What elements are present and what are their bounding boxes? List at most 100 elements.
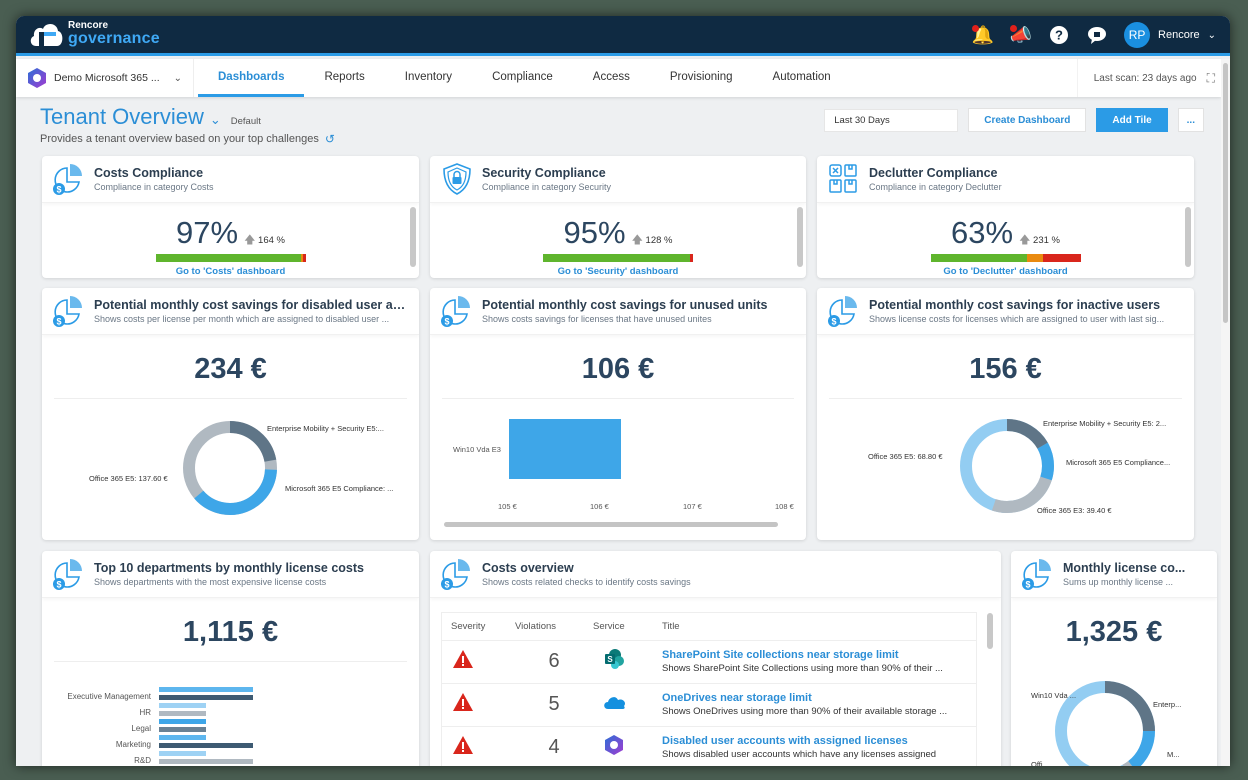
check-title-link[interactable]: OneDrives near storage limit — [662, 692, 812, 704]
user-menu[interactable]: RP Rencore ⌄ — [1124, 22, 1216, 48]
compliance-delta: 128 % — [645, 235, 673, 246]
cloud-logo-icon — [30, 23, 63, 46]
feedback-icon[interactable] — [1086, 24, 1108, 46]
savings-value: 106 € — [581, 353, 655, 385]
main-tabs: Dashboards Reports Inventory Compliance … — [198, 59, 851, 97]
col-violations[interactable]: Violations — [515, 613, 593, 641]
tab-provisioning[interactable]: Provisioning — [669, 70, 733, 83]
svg-text:S: S — [607, 655, 613, 664]
microsoft365-icon — [28, 68, 46, 88]
scrollbar[interactable] — [410, 207, 416, 267]
compliance-delta: 164 % — [258, 235, 285, 246]
svg-text:$: $ — [56, 317, 61, 327]
last-scan: Last scan: 23 days ago ⛶ — [1076, 59, 1215, 97]
tile-title: Potential monthly cost savings for unuse… — [482, 298, 768, 312]
savings-value: 234 € — [194, 353, 267, 385]
microsoft365-icon — [605, 735, 623, 755]
dept-label: Marketing — [115, 740, 151, 749]
chart-label: Office 365 E5: 68.80 € — [868, 452, 943, 461]
go-to-security-link[interactable]: Go to 'Security' dashboard — [557, 266, 679, 277]
chart-label: Win10 Vda ... — [1031, 691, 1077, 700]
axis-tick: 105 € — [498, 502, 517, 511]
tile-subtitle: Sums up monthly license ... — [1063, 577, 1174, 587]
add-tile-button[interactable]: Add Tile — [1096, 108, 1168, 132]
tab-compliance[interactable]: Compliance — [492, 70, 553, 83]
scrollbar[interactable] — [1185, 207, 1191, 267]
col-service[interactable]: Service — [593, 613, 662, 641]
check-title-link[interactable]: SharePoint Site collections near storage… — [662, 649, 899, 661]
tile-subtitle: Shows costs per license per month which … — [94, 314, 390, 324]
savings-value: 156 € — [969, 353, 1042, 385]
help-icon[interactable]: ? — [1048, 24, 1070, 46]
bar-label: Win10 Vda E3 — [453, 445, 501, 454]
chart-label: Microsoft 365 E5 Compliance: ... — [285, 484, 394, 493]
shield-lock-icon — [443, 163, 471, 195]
chart-label: Enterp... — [1153, 700, 1182, 709]
brand-bottom: governance — [68, 30, 160, 47]
dept-label: R&D — [134, 756, 151, 765]
page-title: Tenant Overview — [40, 104, 204, 129]
costs-compliance-tile: $ Costs Compliance Compliance in category… — [42, 156, 419, 278]
svg-text:$: $ — [444, 580, 449, 590]
axis-tick: 107 € — [683, 502, 702, 511]
tab-inventory[interactable]: Inventory — [404, 70, 453, 83]
tile-title: Potential monthly cost savings for disab… — [94, 298, 409, 312]
logo[interactable]: Rencore governance — [28, 20, 160, 48]
table-row[interactable]: 5 OneDrives near storage limit Shows OneD… — [442, 683, 976, 727]
nav-bar: Demo Microsoft 365 ... ⌄ Dashboards Repo… — [16, 59, 1221, 97]
page-scrollbar[interactable] — [1221, 59, 1230, 766]
costs-pie-icon: $ — [441, 296, 470, 327]
horizontal-scrollbar[interactable] — [444, 522, 778, 527]
period-select[interactable]: Last 30 Days — [824, 108, 959, 132]
boxes-icon — [829, 164, 857, 193]
history-icon[interactable]: ↺ — [324, 132, 335, 146]
default-badge: Default — [230, 116, 261, 127]
tab-access[interactable]: Access — [592, 70, 630, 83]
chart-label: Enterprise Mobility + Security E5: 2... — [1043, 419, 1167, 428]
more-button[interactable]: ... — [1177, 108, 1204, 132]
arrow-up-icon: 🡅 — [244, 234, 256, 246]
tab-automation[interactable]: Automation — [772, 70, 831, 83]
table-row[interactable]: 6 S SharePoint Site collections near sto… — [442, 640, 976, 684]
donut-chart — [183, 421, 277, 515]
tab-reports[interactable]: Reports — [324, 70, 365, 83]
go-to-declutter-link[interactable]: Go to 'Declutter' dashboard — [943, 266, 1068, 277]
dept-label: HR — [139, 708, 151, 717]
check-title-link[interactable]: Disabled user accounts with assigned lic… — [662, 735, 908, 747]
megaphone-icon[interactable]: 📣 — [1009, 24, 1033, 45]
check-description: Shows SharePoint Site Collections using … — [662, 663, 943, 674]
scrollbar[interactable] — [987, 613, 993, 649]
dept-label: Executive Management — [67, 692, 151, 701]
inactive-users-savings-tile: $ Potential monthly cost savings for ina… — [817, 288, 1194, 540]
user-name: Rencore — [1158, 29, 1200, 41]
tile-title: Costs overview — [482, 561, 574, 575]
go-to-costs-link[interactable]: Go to 'Costs' dashboard — [175, 266, 286, 277]
chart-label: Office 365 E5: 137.60 € — [89, 474, 168, 483]
chevron-down-icon: ⌄ — [173, 72, 183, 84]
compliance-value: 97% — [176, 215, 239, 250]
create-dashboard-button[interactable]: Create Dashboard — [968, 108, 1087, 132]
bell-icon[interactable]: 🔔 — [971, 24, 995, 45]
departments-value: 1,115 € — [182, 616, 279, 648]
tile-subtitle: Compliance in category Security — [482, 182, 612, 192]
chevron-down-icon[interactable]: ⌄ — [209, 112, 221, 127]
table-row[interactable]: 4 Disabled user accounts with assigned l… — [442, 726, 976, 766]
col-severity[interactable]: Severity — [442, 613, 515, 641]
app-window: Rencore governance 🔔 📣 ? RP Rencore ⌄ De… — [16, 16, 1230, 766]
scan-icon[interactable]: ⛶ — [1206, 70, 1215, 85]
chevron-down-icon: ⌄ — [1207, 29, 1216, 41]
tab-dashboards[interactable]: Dashboards — [198, 59, 305, 97]
check-description: Shows disabled user accounts which have … — [662, 749, 937, 760]
page-subtitle: Provides a tenant overview based on your… — [40, 133, 319, 145]
col-title[interactable]: Title — [662, 613, 976, 641]
declutter-compliance-tile: Declutter Compliance Compliance in catego… — [817, 156, 1194, 278]
violations-count: 6 — [515, 640, 593, 684]
warning-icon — [453, 736, 473, 754]
tenant-selector[interactable]: Demo Microsoft 365 ... ⌄ — [16, 59, 194, 97]
tile-subtitle: Shows departments with the most expensiv… — [94, 577, 327, 587]
scrollbar[interactable] — [797, 207, 803, 267]
costs-pie-icon: $ — [53, 164, 82, 195]
tile-title: Costs Compliance — [94, 166, 204, 180]
costs-pie-icon: $ — [53, 559, 82, 590]
disabled-users-savings-tile: $ Potential monthly cost savings for dis… — [42, 288, 419, 540]
